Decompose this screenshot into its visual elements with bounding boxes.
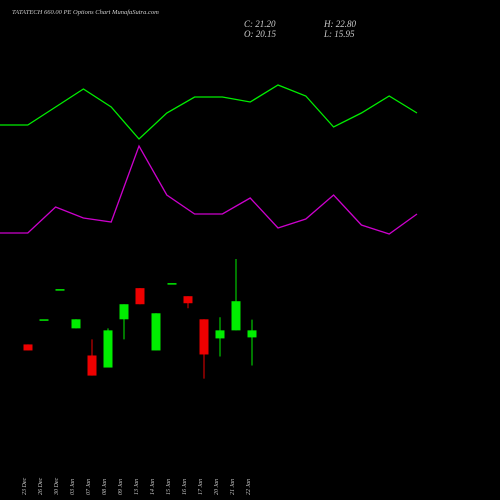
x-tick-label: 09 Jan	[118, 479, 124, 495]
x-tick-label: 23 Dec	[22, 478, 28, 495]
x-tick-label: 22 Jan	[246, 479, 252, 495]
indicator-line	[0, 84, 418, 140]
candle-body	[183, 296, 193, 304]
candle-body	[151, 313, 161, 351]
ohlc-label: O: 20.15	[244, 29, 276, 39]
candle-body	[55, 289, 65, 291]
chart-title: TATATECH 660.00 PE Options Chart MunafaS…	[12, 9, 159, 16]
candle-body	[87, 355, 97, 376]
candle-body	[247, 330, 257, 338]
candle-body	[215, 330, 225, 339]
candle-body	[199, 319, 209, 355]
x-tick-label: 17 Jan	[198, 479, 204, 495]
x-tick-label: 13 Jan	[134, 479, 140, 495]
x-tick-label: 30 Dec	[54, 478, 60, 496]
x-tick-label: 20 Jan	[214, 479, 220, 495]
candle-body	[71, 319, 81, 329]
indicator-line	[0, 144, 418, 235]
x-tick-label: 14 Jan	[149, 479, 156, 495]
ohlc-label: H: 22.80	[323, 19, 356, 29]
candle-body	[23, 344, 33, 351]
candle-body	[119, 304, 129, 320]
candle-body	[167, 283, 177, 285]
ohlc-label: L: 15.95	[323, 29, 355, 39]
x-tick-label: 26 Dec	[38, 478, 44, 495]
x-tick-label: 08 Jan	[102, 479, 108, 495]
candle-body	[103, 330, 113, 368]
candle-body	[231, 301, 241, 331]
x-tick-label: 15 Jan	[166, 479, 172, 495]
candle-body	[39, 319, 49, 321]
ohlc-label: C: 21.20	[244, 19, 276, 29]
x-tick-label: 03 Jan	[70, 479, 76, 495]
x-tick-label: 21 Jan	[230, 479, 236, 495]
x-tick-label: 16 Jan	[182, 479, 188, 495]
candle-body	[135, 288, 145, 305]
x-tick-label: 07 Jan	[86, 479, 92, 495]
